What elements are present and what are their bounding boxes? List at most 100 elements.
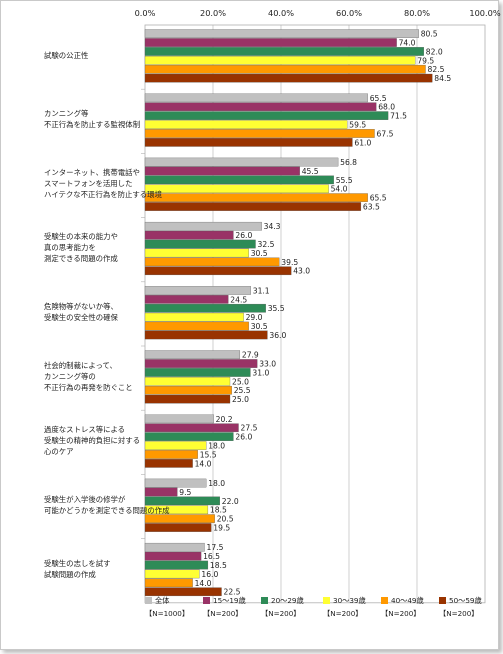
bar — [144, 587, 222, 597]
data-label: 65.5 — [370, 194, 387, 203]
bar — [144, 414, 214, 424]
data-label: 35.5 — [268, 304, 285, 313]
legend-swatch — [145, 597, 152, 604]
category-label: 試験の公正性 — [44, 50, 142, 61]
data-label: 15.5 — [200, 450, 217, 459]
data-label: 20.5 — [217, 515, 234, 524]
bar — [144, 487, 178, 497]
data-label: 14.0 — [195, 459, 212, 468]
bar — [144, 514, 215, 523]
bar — [144, 175, 334, 185]
bar — [144, 73, 433, 83]
legend-sample-size: 【N=1000】 — [145, 609, 190, 618]
bar — [144, 166, 300, 176]
bar — [144, 38, 397, 47]
data-label: 20.2 — [216, 415, 233, 424]
data-label: 55.5 — [336, 176, 353, 185]
x-tick-label: 40.0% — [268, 8, 294, 18]
category-label-line: 不正行為を防止する監視体制 — [44, 120, 141, 130]
bar — [144, 93, 368, 103]
data-label: 80.5 — [421, 30, 438, 39]
data-label: 56.8 — [340, 158, 357, 167]
category-label-line: 不正行為の再発を防ぐこと — [44, 382, 133, 392]
data-label: 24.5 — [230, 295, 247, 304]
bar — [144, 496, 220, 506]
data-label: 39.5 — [281, 258, 298, 267]
legend-item: 30～39歳 【N=200】 — [323, 596, 366, 619]
bar — [144, 202, 362, 211]
bar — [144, 330, 268, 340]
x-tick-label: 0.0% — [135, 8, 156, 18]
category-label-line: スマートフォンを活用した — [44, 179, 133, 188]
bar — [144, 102, 377, 112]
data-label: 45.5 — [302, 167, 319, 176]
category-label-line: ハイテクな不正行為を防止する環境 — [44, 190, 162, 199]
category-label-line: 可能かどうかを測定できる問題の作成 — [44, 505, 170, 515]
category-label: 受験生の志しを試す 試験問題の作成 — [44, 558, 142, 580]
legend-series-name: 50～59歳 — [449, 596, 482, 605]
bar — [144, 157, 339, 167]
data-label: 27.5 — [241, 424, 258, 433]
data-label: 25.5 — [234, 386, 251, 395]
category-label-line: 受験生の精神的負担に対する — [44, 435, 141, 445]
bar — [144, 551, 202, 561]
legend-item: 50～59歳 【N=200】 — [439, 596, 482, 619]
bar — [144, 423, 239, 433]
category-label-line: 心のケア — [44, 446, 74, 456]
legend-series-name: 15～19歳 — [213, 596, 246, 605]
bar — [144, 257, 280, 267]
data-label: 31.0 — [252, 368, 269, 377]
data-label: 17.5 — [207, 543, 224, 552]
bar — [144, 184, 329, 194]
data-label: 9.5 — [179, 488, 191, 497]
legend-swatch — [381, 597, 388, 604]
data-label: 61.0 — [354, 138, 371, 147]
bar — [144, 295, 229, 304]
bar — [144, 47, 424, 56]
data-label: 26.0 — [235, 433, 252, 442]
data-label: 74.0 — [399, 39, 416, 48]
legend-swatch — [439, 597, 446, 604]
category-label-line: 測定できる問題の作成 — [44, 254, 118, 264]
category-label-line: 受験生の本来の能力や — [44, 232, 118, 242]
bar — [144, 578, 193, 588]
data-label: 22.0 — [222, 497, 239, 506]
data-label: 26.0 — [235, 231, 252, 240]
bar — [144, 286, 251, 295]
data-label: 71.5 — [390, 112, 407, 121]
bar — [144, 230, 234, 240]
bar — [144, 312, 244, 322]
bar — [144, 394, 231, 404]
data-label: 18.5 — [210, 561, 227, 570]
legend-item: 20～29歳 【N=200】 — [261, 596, 304, 619]
bar — [144, 29, 419, 38]
bar — [144, 111, 389, 120]
legend-swatch — [323, 597, 330, 604]
bar — [144, 441, 207, 450]
bar — [144, 542, 205, 552]
x-tick-label: 100.0% — [469, 8, 500, 18]
bar — [144, 239, 256, 249]
category-label: 受験生の本来の能力や 真の思考能力を 測定できる問題の作成 — [44, 231, 142, 264]
data-label: 65.5 — [370, 94, 387, 103]
category-label-line: 真の思考能力を — [44, 243, 96, 253]
bar — [144, 432, 234, 441]
data-label: 25.0 — [232, 377, 249, 386]
data-label: 30.5 — [251, 249, 268, 258]
data-label: 31.1 — [253, 286, 270, 295]
category-label: カンニング等 不正行為を防止する監視体制 — [44, 108, 142, 130]
legend-series-name: 20～29歳 — [271, 596, 304, 605]
category-label-line: カンニング等 — [44, 109, 89, 119]
category-label: 受験生が入学後の修学が 可能かどうかを測定できる問題の作成 — [44, 494, 170, 516]
legend-item: 全体 【N=1000】 — [145, 596, 189, 619]
bar — [144, 523, 212, 532]
x-tick-label: 60.0% — [336, 8, 362, 18]
bar — [144, 385, 232, 395]
legend: 全体 【N=1000】 15～19歳 【N=200】 20～29歳 【N=200】 30～3… — [145, 596, 501, 632]
bar — [144, 266, 292, 276]
bar — [144, 377, 231, 386]
bar — [144, 193, 368, 202]
data-label: 36.0 — [269, 331, 286, 340]
category-label-line: 社会的制裁によって、 — [44, 360, 117, 370]
bar — [144, 138, 353, 147]
